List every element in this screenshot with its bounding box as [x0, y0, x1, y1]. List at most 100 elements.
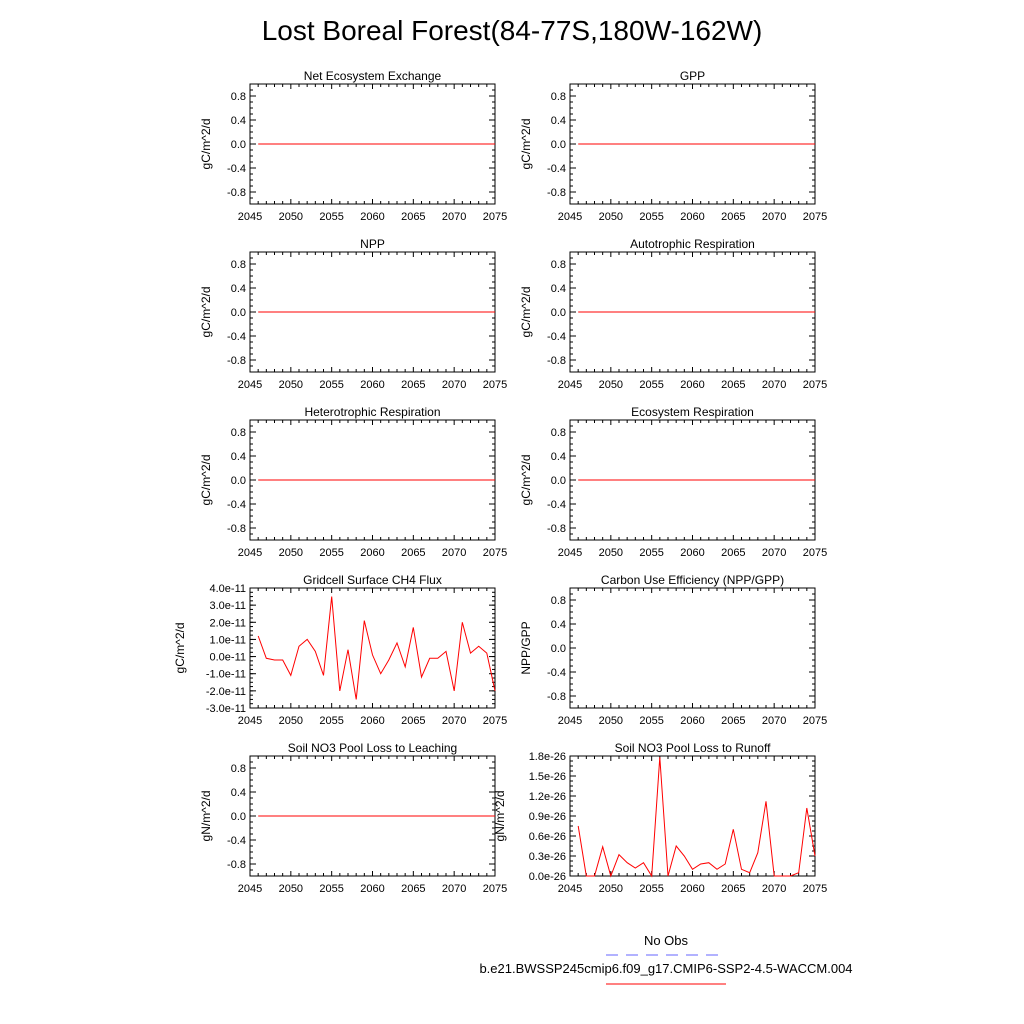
y-tick-label: 1.0e-11	[210, 634, 247, 646]
figure-title: Lost Boreal Forest(84-77S,180W-162W)	[262, 15, 763, 46]
y-tick-label: -0.4	[227, 331, 246, 343]
x-tick-label: 2075	[803, 715, 827, 727]
x-tick-label: 2065	[401, 547, 425, 559]
plot-frame	[569, 587, 816, 709]
x-tick-label: 2055	[639, 883, 663, 895]
x-tick-label: 2060	[360, 715, 384, 727]
y-tick-label: -0.4	[547, 667, 566, 679]
y-tick-label: 0.8	[231, 763, 246, 775]
panel-npp: NPP 2045 2050 2055 2060 2065 2070 2075 -0.8 -0.4 0…	[199, 237, 507, 391]
y-tick-label: -0.8	[227, 523, 246, 535]
x-tick-label: 2060	[680, 715, 704, 727]
x-tick-label: 2055	[319, 379, 343, 391]
y-tick-label: 0.0	[551, 475, 566, 487]
y-axis-label: gC/m^2/d	[519, 287, 533, 338]
legend: No Obs b.e21.BWSSP245cmip6.f09_g17.CMIP6…	[479, 933, 853, 985]
y-axis-label: gC/m^2/d	[199, 287, 213, 338]
panel-title: Net Ecosystem Exchange	[304, 69, 442, 83]
panel-autotrophic-respiration: Autotrophic Respiration 2045 2050 2055 2060 2…	[519, 237, 827, 391]
x-tick-label: 2065	[721, 211, 745, 223]
x-tick-label: 2060	[360, 379, 384, 391]
x-tick-label: 2070	[762, 547, 786, 559]
y-tick-label: 0.4	[551, 619, 566, 631]
x-tick-label: 2045	[558, 211, 582, 223]
x-tick-label: 2055	[319, 211, 343, 223]
panel-gpp: GPP 2045 2050 2055 2060 2065 2070 2075 -0.8 -0.4 0…	[519, 69, 827, 223]
y-tick-label: 3.0e-11	[210, 600, 247, 612]
y-tick-label: 0.4	[551, 115, 566, 127]
x-tick-label: 2075	[803, 211, 827, 223]
y-tick-label: 1.5e-26	[529, 771, 566, 783]
x-tick-label: 2070	[442, 379, 466, 391]
x-tick-label: 2055	[319, 715, 343, 727]
panel-title: Soil NO3 Pool Loss to Runoff	[615, 741, 772, 755]
x-tick-label: 2075	[803, 883, 827, 895]
x-tick-label: 2060	[680, 883, 704, 895]
y-tick-label: 0.0	[551, 307, 566, 319]
x-tick-label: 2075	[483, 547, 507, 559]
x-tick-label: 2045	[558, 715, 582, 727]
x-tick-label: 2070	[442, 883, 466, 895]
panel-title: NPP	[360, 237, 385, 251]
x-tick-label: 2065	[721, 715, 745, 727]
y-tick-label: 4.0e-11	[210, 583, 247, 595]
x-tick-label: 2075	[483, 379, 507, 391]
x-tick-label: 2045	[238, 883, 262, 895]
y-tick-label: 0.4	[551, 283, 566, 295]
panel-soil-no3-pool-loss-to-leaching: Soil NO3 Pool Loss to Leaching 2045 2050 20…	[199, 741, 507, 895]
y-tick-label: -0.8	[547, 187, 566, 199]
y-axis-label: NPP/GPP	[519, 621, 533, 674]
y-axis-label: gC/m^2/d	[173, 623, 187, 674]
y-tick-label: 0.0e-11	[210, 652, 247, 664]
x-tick-label: 2045	[558, 547, 582, 559]
panel-title: Heterotrophic Respiration	[304, 405, 440, 419]
x-tick-label: 2050	[599, 715, 623, 727]
x-tick-label: 2045	[558, 379, 582, 391]
x-tick-label: 2070	[762, 883, 786, 895]
x-tick-label: 2070	[762, 211, 786, 223]
x-tick-label: 2050	[599, 883, 623, 895]
y-tick-label: 0.8	[551, 91, 566, 103]
y-tick-label: -0.8	[547, 691, 566, 703]
x-tick-label: 2050	[599, 379, 623, 391]
plot-frame	[569, 755, 816, 877]
x-tick-label: 2075	[803, 547, 827, 559]
x-tick-label: 2075	[803, 379, 827, 391]
panel-title: GPP	[680, 69, 705, 83]
y-tick-label: -0.4	[227, 163, 246, 175]
y-tick-label: 0.0	[551, 139, 566, 151]
y-tick-label: -0.4	[227, 835, 246, 847]
y-tick-label: 0.0	[551, 643, 566, 655]
y-tick-label: 0.9e-26	[529, 811, 566, 823]
panel-title: Ecosystem Respiration	[631, 405, 754, 419]
x-tick-label: 2055	[319, 547, 343, 559]
y-tick-label: -3.0e-11	[206, 703, 246, 715]
x-tick-label: 2050	[279, 379, 303, 391]
x-tick-label: 2055	[319, 883, 343, 895]
x-tick-label: 2065	[721, 379, 745, 391]
y-tick-label: -0.8	[227, 187, 246, 199]
series-line	[257, 596, 496, 700]
x-tick-label: 2065	[401, 211, 425, 223]
x-tick-label: 2055	[639, 211, 663, 223]
y-tick-label: 0.8	[231, 427, 246, 439]
y-tick-label: 0.8	[551, 427, 566, 439]
x-tick-label: 2060	[360, 211, 384, 223]
panel-title: Gridcell Surface CH4 Flux	[303, 573, 442, 587]
y-tick-label: 0.4	[231, 451, 246, 463]
x-tick-label: 2065	[721, 547, 745, 559]
y-tick-label: 0.6e-26	[529, 831, 566, 843]
y-tick-label: -0.4	[547, 499, 566, 511]
x-tick-label: 2060	[360, 547, 384, 559]
y-tick-label: 0.4	[231, 283, 246, 295]
y-tick-label: -0.8	[547, 523, 566, 535]
x-tick-label: 2045	[238, 211, 262, 223]
y-tick-label: -0.8	[227, 859, 246, 871]
x-tick-label: 2065	[401, 379, 425, 391]
x-tick-label: 2050	[279, 715, 303, 727]
panel-heterotrophic-respiration: Heterotrophic Respiration 2045 2050 2055 206…	[199, 405, 507, 559]
y-tick-label: 0.0e-26	[529, 871, 566, 883]
y-tick-label: 0.4	[231, 115, 246, 127]
x-tick-label: 2070	[442, 547, 466, 559]
y-tick-label: 0.0	[231, 475, 246, 487]
